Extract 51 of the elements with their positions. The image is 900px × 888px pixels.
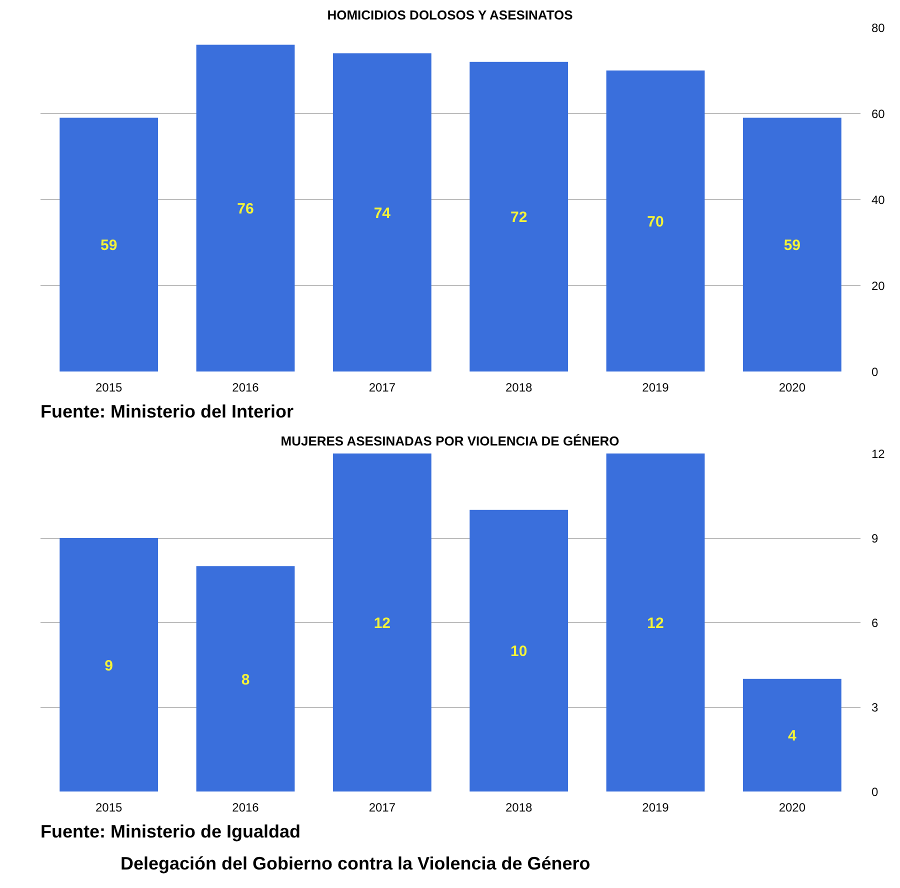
x-tick-label: 2019 — [642, 800, 670, 814]
chart-title: MUJERES ASESINADAS POR VIOLENCIA DE GÉNERO — [280, 434, 620, 448]
data-label: 12 — [647, 615, 664, 632]
data-label: 8 — [241, 671, 250, 688]
y-tick-label: 40 — [872, 193, 886, 207]
y-tick-label: 60 — [872, 107, 886, 121]
data-label: 9 — [104, 657, 114, 674]
data-label: 59 — [100, 237, 118, 254]
x-tick-label: 2020 — [778, 800, 806, 814]
bar — [60, 538, 158, 792]
bar — [470, 62, 568, 372]
bar — [470, 510, 568, 792]
y-tick-label: 0 — [872, 785, 878, 799]
bar — [742, 118, 842, 372]
data-label: 59 — [784, 237, 801, 254]
bar — [606, 70, 705, 372]
x-tick-label: 2017 — [368, 380, 396, 394]
x-tick-label: 2017 — [368, 800, 396, 814]
bar — [606, 454, 705, 792]
x-tick-label: 2016 — [232, 380, 260, 394]
y-tick-label: 80 — [872, 21, 886, 35]
bar — [742, 678, 842, 792]
data-label: 76 — [237, 200, 254, 218]
x-tick-label: 2018 — [505, 380, 533, 394]
y-tick-label: 12 — [872, 447, 886, 461]
bar — [332, 454, 432, 792]
data-label: 72 — [510, 209, 528, 226]
y-tick-label: 0 — [872, 365, 878, 379]
y-tick-label: 3 — [872, 700, 878, 714]
y-tick-label: 9 — [872, 532, 878, 546]
x-tick-label: 2016 — [232, 800, 260, 814]
text: Delegación del Gobierno contra la Violencia de Género — [120, 854, 590, 874]
bar — [60, 118, 158, 372]
data-label: 70 — [647, 214, 664, 230]
x-tick-label: 2015 — [95, 800, 123, 814]
x-tick-label: 2020 — [778, 380, 806, 394]
x-tick-label: 2018 — [505, 800, 533, 814]
source-note: Fuente: Ministerio del Interior — [40, 402, 294, 422]
x-tick-label: 2015 — [95, 380, 123, 394]
bar — [196, 566, 295, 792]
y-tick-label: 6 — [872, 616, 878, 630]
y-tick-label: 20 — [872, 279, 886, 293]
data-label: 10 — [510, 643, 528, 660]
x-tick-label: 2019 — [642, 380, 670, 394]
bar — [196, 44, 295, 372]
chart-title: HOMICIDIOS DOLOSOS Y ASESINATOS — [327, 8, 574, 22]
bar — [332, 53, 432, 372]
data-label: 74 — [374, 204, 392, 222]
data-label: 4 — [788, 728, 797, 745]
source-note: Fuente: Ministerio de Igualdad — [40, 822, 301, 842]
data-label: 12 — [374, 615, 391, 632]
